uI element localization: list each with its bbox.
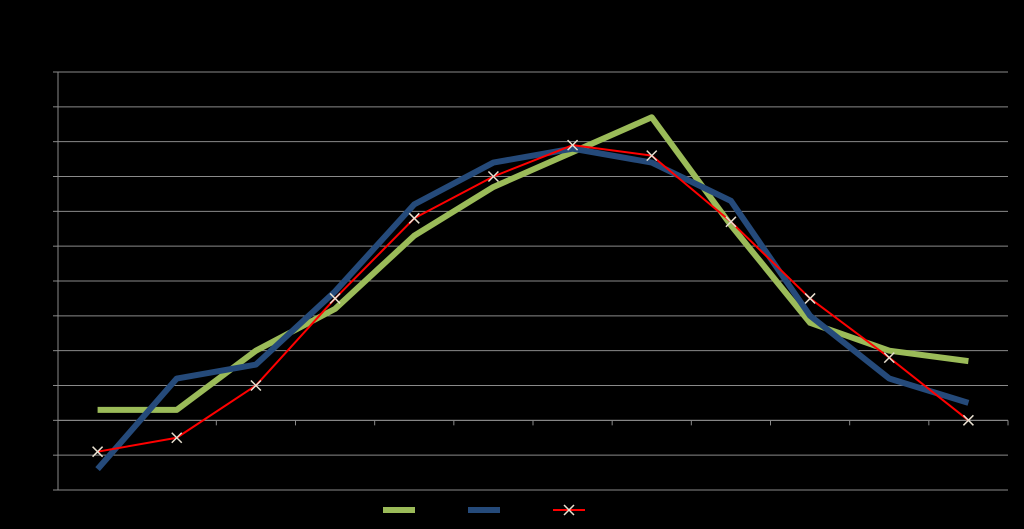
marker [408, 212, 420, 224]
marker [725, 216, 737, 228]
marker [646, 150, 658, 162]
series-line [95, 145, 970, 472]
marker [92, 446, 104, 458]
series-line [97, 144, 970, 453]
marker [804, 292, 816, 304]
marker [329, 292, 341, 304]
marker [883, 352, 895, 364]
legend-marker [563, 504, 575, 516]
marker [171, 432, 183, 444]
marker [962, 414, 974, 426]
marker [250, 379, 262, 392]
marker [487, 170, 499, 183]
marker [567, 139, 579, 151]
